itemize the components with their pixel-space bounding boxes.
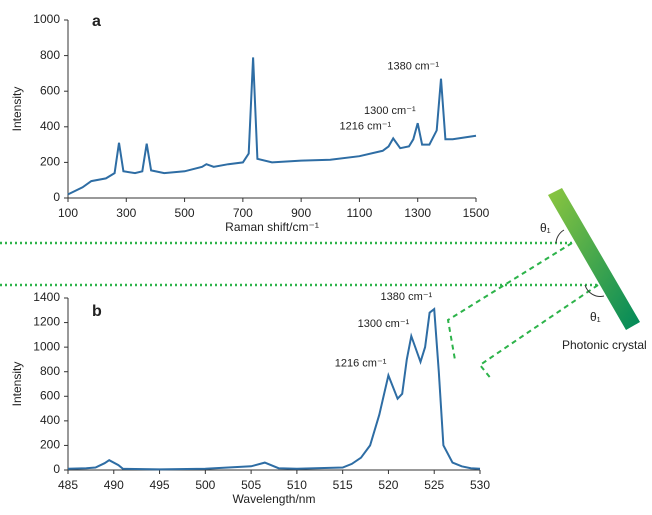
x-tick-label: 495 — [150, 478, 170, 492]
peak-annotation: 1300 cm⁻¹ — [364, 105, 416, 117]
y-tick-label: 1000 — [33, 12, 60, 26]
y-tick-label: 1400 — [33, 290, 60, 304]
reflected-beam — [480, 285, 598, 380]
crystal-label: Photonic crystal — [562, 338, 647, 352]
x-tick-label: 515 — [333, 478, 353, 492]
y-tick-label: 800 — [40, 48, 60, 62]
y-tick-label: 1200 — [33, 315, 60, 329]
x-tick-label: 490 — [104, 478, 124, 492]
y-tick-label: 0 — [53, 190, 60, 204]
x-tick-label: 510 — [287, 478, 307, 492]
y-tick-label: 600 — [40, 83, 60, 97]
x-tick-label: 520 — [378, 478, 398, 492]
angle-arc — [556, 230, 564, 243]
x-tick-label: 505 — [241, 478, 261, 492]
peak-annotation: 1216 cm⁻¹ — [335, 357, 387, 369]
x-axis-label: Wavelength/nm — [233, 492, 316, 506]
x-tick-label: 1500 — [463, 206, 490, 220]
y-tick-label: 200 — [40, 155, 60, 169]
panel-label: b — [92, 303, 102, 320]
y-tick-label: 400 — [40, 119, 60, 133]
y-tick-label: 800 — [40, 364, 60, 378]
peak-annotation: 1380 cm⁻¹ — [381, 291, 433, 303]
y-tick-label: 400 — [40, 413, 60, 427]
y-tick-label: 0 — [53, 462, 60, 476]
peak-annotation: 1300 cm⁻¹ — [358, 318, 410, 330]
x-tick-label: 525 — [424, 478, 444, 492]
y-tick-label: 1000 — [33, 339, 60, 353]
panel-label: a — [92, 13, 101, 30]
peak-annotation: 1380 cm⁻¹ — [387, 61, 439, 73]
x-tick-label: 100 — [58, 206, 78, 220]
x-tick-label: 530 — [470, 478, 490, 492]
x-tick-label: 300 — [116, 206, 136, 220]
angle-label: θ₁ — [590, 310, 601, 324]
x-tick-label: 500 — [195, 478, 215, 492]
y-axis-label: Intensity — [10, 87, 24, 132]
peak-annotation: 1216 cm⁻¹ — [340, 120, 392, 132]
reflected-beam — [448, 243, 572, 360]
y-axis-label: Intensity — [10, 362, 24, 407]
photonic-crystal — [548, 188, 640, 330]
x-tick-label: 700 — [233, 206, 253, 220]
x-tick-label: 500 — [175, 206, 195, 220]
optical-diagram: θ₁ θ₁ Photonic crystal — [0, 188, 647, 380]
angle-label: θ₁ — [540, 221, 551, 235]
y-tick-label: 600 — [40, 388, 60, 402]
x-tick-label: 485 — [58, 478, 78, 492]
y-tick-label: 200 — [40, 438, 60, 452]
x-tick-label: 900 — [291, 206, 311, 220]
x-axis-label: Raman shift/cm⁻¹ — [225, 220, 319, 234]
x-tick-label: 1100 — [347, 206, 373, 220]
x-tick-label: 1300 — [404, 206, 431, 220]
spectrum-line — [68, 309, 480, 469]
spectrum-line — [68, 57, 476, 194]
figure: θ₁ θ₁ Photonic crystal 02004006008001000… — [0, 0, 652, 510]
